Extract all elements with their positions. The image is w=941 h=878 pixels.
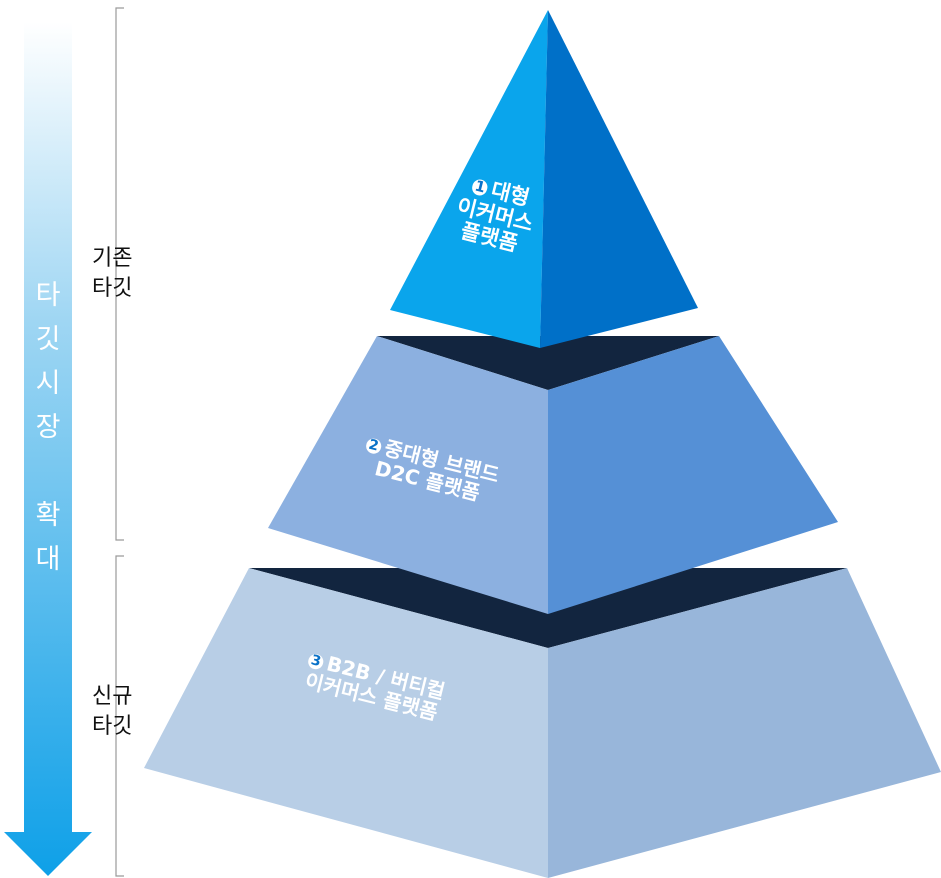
existing-target-line1: 기존 — [92, 246, 133, 271]
arrow-char-6: 대 — [35, 544, 61, 575]
existing-target-label: 기존 타깃 — [92, 244, 152, 304]
tier-3-number: 3 — [306, 652, 325, 671]
tier-1-right-face — [540, 10, 698, 348]
arrow-char-1: 타 — [35, 280, 61, 311]
tier-3-left-face — [144, 568, 548, 878]
tier-3-right-face — [548, 568, 941, 878]
arrow-char-4: 장 — [35, 412, 61, 443]
tier-1-number: 1 — [470, 178, 490, 197]
tier-1-left-face — [390, 10, 548, 348]
arrow-char-3: 시 — [35, 368, 61, 399]
tier-2-top-face — [377, 336, 719, 390]
existing-target-line2: 타깃 — [92, 276, 133, 301]
arrow-char-5: 확 — [35, 500, 61, 531]
new-target-line1: 신규 — [92, 684, 133, 709]
market-expansion-arrow — [4, 22, 92, 876]
tier-2-left-face — [268, 336, 548, 614]
new-target-line2: 타깃 — [92, 714, 133, 739]
existing-target-bracket — [115, 7, 124, 541]
arrow-char-2: 깃 — [35, 324, 61, 355]
new-target-bracket — [115, 555, 124, 877]
new-target-label: 신규 타깃 — [92, 682, 152, 742]
tier-2-right-face — [548, 336, 838, 614]
tier-2-number: 2 — [364, 437, 383, 456]
